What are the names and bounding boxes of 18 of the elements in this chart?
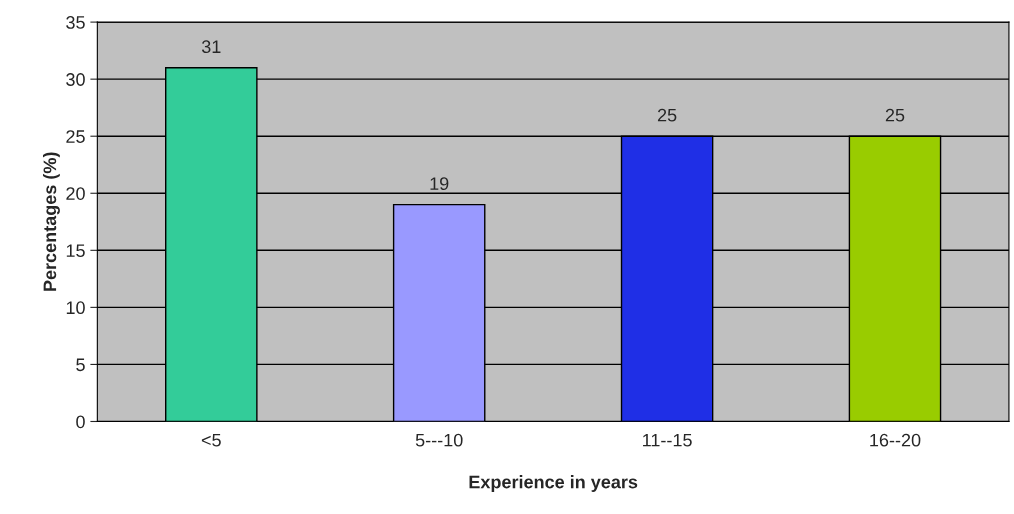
y-tick-label: 5 [76,358,85,372]
y-tick-label: 0 [76,415,85,429]
y-tick-label: 35 [66,16,85,29]
x-tick-label: <5 [201,433,221,447]
y-tick-label: 10 [66,301,85,315]
data-label: 19 [430,177,449,190]
data-label: 25 [657,108,677,122]
x-axis-title: Experience in years [469,475,638,492]
x-tick-label: 16--20 [870,433,921,447]
y-tick-label: 30 [66,73,85,86]
y-tick-label: 20 [66,187,85,200]
x-tick-label: 11--15 [643,433,692,447]
data-label: 31 [201,40,221,54]
x-tick-label: 5---10 [415,433,463,447]
y-tick-label: 25 [66,130,85,143]
y-tick-label: 15 [66,244,85,258]
data-label: 25 [885,108,905,122]
y-axis-title: Percentages (%) [42,152,60,291]
